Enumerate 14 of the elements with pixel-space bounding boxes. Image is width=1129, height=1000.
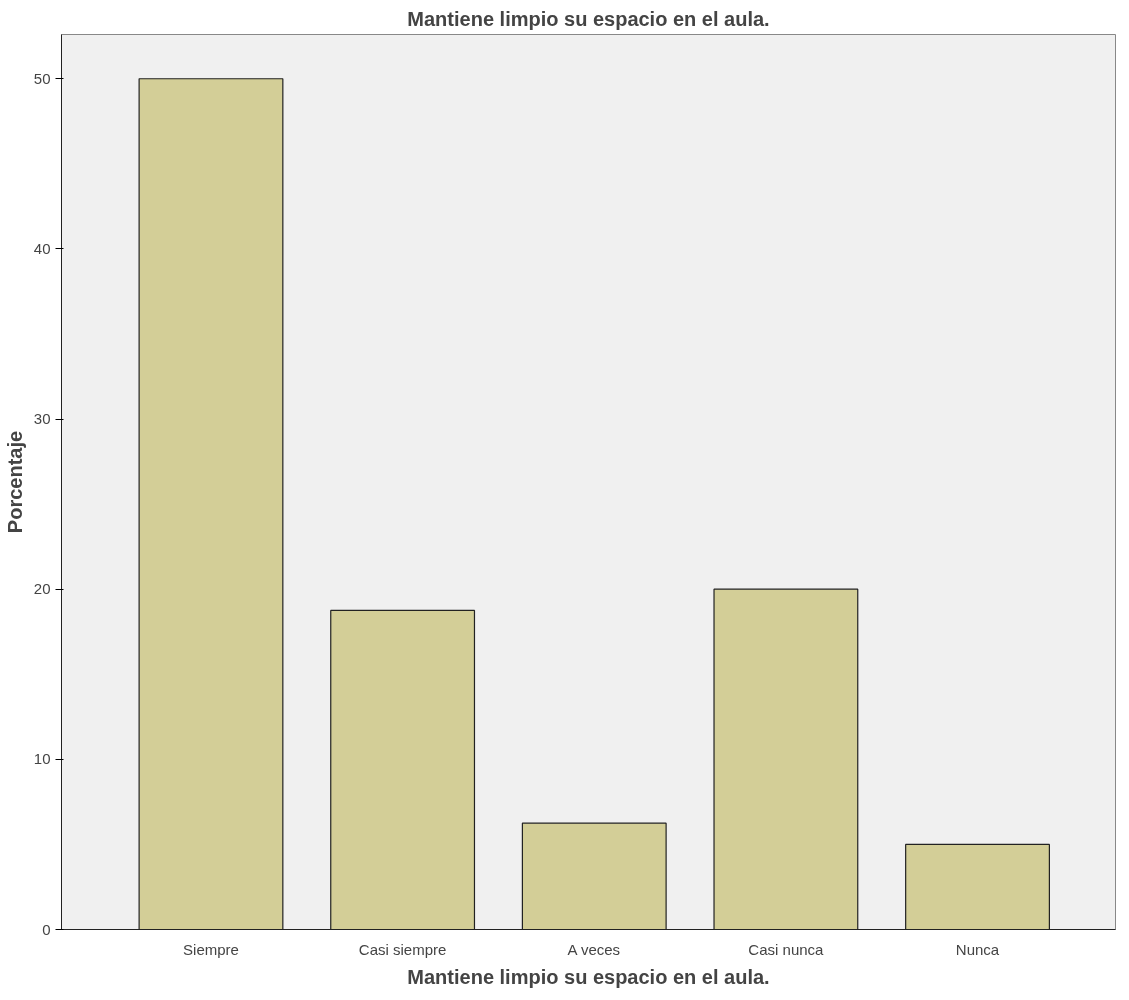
- chart-title: Mantiene limpio su espacio en el aula.: [407, 7, 770, 30]
- x-tick-label: A veces: [567, 940, 621, 958]
- y-tick-label: 50: [33, 69, 51, 87]
- x-tick-label: Casi nunca: [748, 940, 825, 958]
- y-tick-label: 30: [33, 410, 51, 428]
- y-tick-label: 20: [33, 580, 51, 598]
- x-axis-title: Mantiene limpio su espacio en el aula.: [407, 965, 770, 988]
- x-tick-label: Nunca: [955, 940, 1000, 958]
- y-tick-label: 40: [33, 239, 51, 257]
- y-axis-title: Porcentaje: [3, 430, 26, 534]
- x-tick-label: Casi siempre: [358, 940, 447, 958]
- y-tick-label: 0: [42, 920, 51, 938]
- x-tick-label: Siempre: [183, 940, 239, 958]
- y-tick-label: 10: [33, 750, 51, 768]
